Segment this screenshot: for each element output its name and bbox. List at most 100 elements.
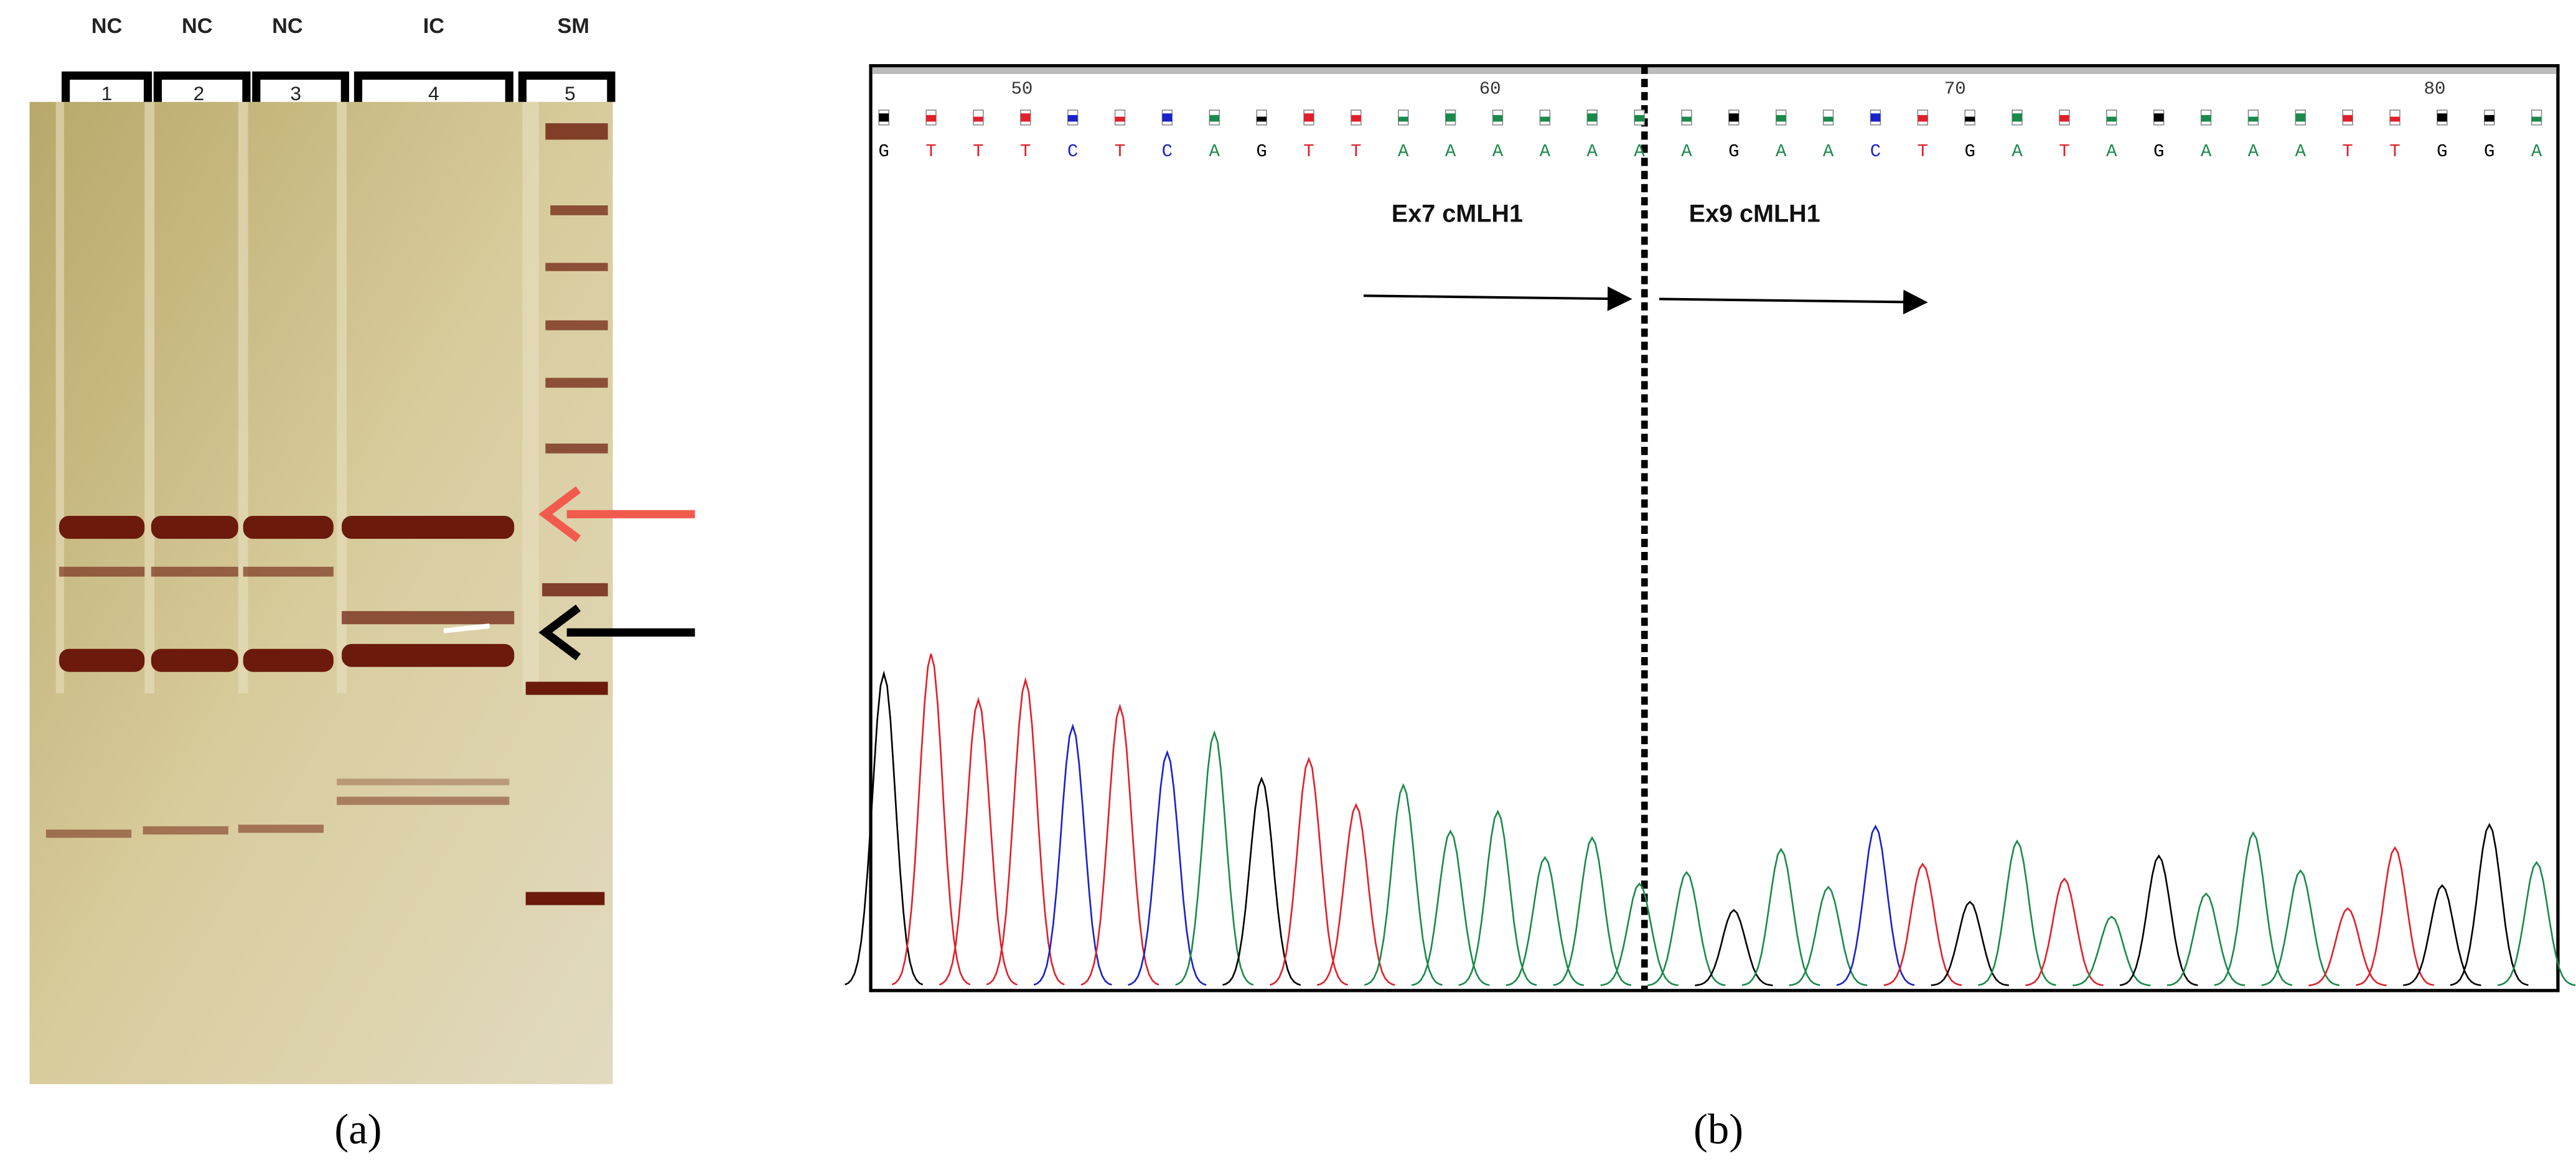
arrow — [1363, 286, 1632, 311]
bands — [45, 123, 608, 905]
base-letter: C — [1162, 141, 1173, 162]
trace-peak — [2214, 831, 2293, 986]
lane-group-label: IC — [423, 14, 444, 38]
quality-bar — [2153, 113, 2164, 122]
trace-peak — [1411, 829, 1490, 986]
trace-peak — [2450, 823, 2529, 986]
quality-bar — [1682, 116, 1692, 122]
lane-group-label: NC — [91, 14, 123, 38]
position-label: 70 — [1944, 79, 1966, 100]
quality-bar — [2248, 116, 2259, 122]
trace-peak — [1836, 825, 1915, 986]
base-letter: A — [1398, 141, 1409, 162]
quality-bar — [1020, 113, 1031, 122]
trace-peak — [1458, 809, 1537, 986]
base-letter: A — [1681, 141, 1692, 162]
base-letter: T — [973, 141, 983, 162]
quality-bar — [1115, 116, 1125, 122]
base-letter: T — [1303, 141, 1314, 162]
base-letter: T — [1020, 141, 1031, 162]
base-letter: A — [2106, 141, 2117, 162]
trace-peak — [1978, 839, 2056, 986]
trace-peak — [1080, 703, 1159, 986]
trace-peak — [1789, 885, 1868, 986]
base-letter: T — [2342, 141, 2353, 162]
trace-peak — [1222, 776, 1301, 986]
base-letter: A — [1823, 141, 1834, 162]
trace-peak — [1364, 783, 1443, 986]
quality-bar — [1067, 114, 1078, 122]
chromatogram-frame — [869, 64, 2560, 993]
quality-bar — [1918, 114, 1928, 122]
quality-bar — [1257, 116, 1267, 122]
lane-number: 5 — [564, 82, 576, 105]
lane-group-label: NC — [272, 14, 303, 38]
trace-peak — [1741, 848, 1820, 986]
quality-bar — [1587, 113, 1598, 122]
quality-bar — [1445, 113, 1456, 122]
lane-group-label: NC — [182, 14, 213, 38]
trace-peak — [845, 670, 924, 986]
base-letter: G — [1964, 141, 1975, 162]
quality-bar — [2343, 114, 2353, 122]
trace-peak — [939, 696, 1018, 986]
trace-peak — [2356, 846, 2434, 986]
trace-peak — [1316, 803, 1395, 986]
trace-peak — [1600, 882, 1679, 986]
quality-bar — [1965, 116, 1975, 122]
base-letter: T — [2059, 141, 2069, 162]
trace-peak — [891, 653, 971, 986]
position-label: 60 — [1479, 79, 1501, 100]
trace-peak — [2403, 884, 2481, 986]
quality-bar — [2437, 113, 2447, 122]
lane-number: 3 — [290, 82, 301, 105]
base-letter: A — [1540, 141, 1551, 162]
position-label: 50 — [1011, 79, 1033, 100]
quality-bar — [2295, 113, 2306, 122]
trace-peak — [1695, 909, 1773, 986]
trace-peak — [1033, 723, 1112, 986]
quality-bar — [1540, 116, 1550, 122]
quality-bar — [2201, 114, 2211, 122]
base-letter: C — [1067, 141, 1078, 162]
quality-bar — [2012, 113, 2022, 122]
base-letter: T — [1351, 141, 1361, 162]
base-letter: A — [2248, 141, 2259, 162]
base-letter: G — [878, 141, 889, 162]
quality-bar — [1351, 114, 1361, 122]
trace-peak — [1175, 730, 1254, 986]
base-letter: A — [2295, 141, 2307, 162]
quality-bar — [1398, 116, 1408, 122]
trace-peak — [1128, 750, 1207, 986]
trace-peak — [1553, 836, 1632, 986]
base-letter: A — [1492, 141, 1504, 162]
lane-brackets — [61, 71, 616, 102]
base-letter: T — [1115, 141, 1125, 162]
base-letter: T — [2389, 141, 2400, 162]
trace-peak — [1883, 862, 1962, 986]
lane-number: 2 — [194, 82, 205, 105]
quality-bar — [1162, 113, 1173, 122]
quality-bar — [1823, 116, 1834, 122]
trace-peaks — [845, 653, 2576, 986]
arrow — [1659, 289, 1928, 315]
base-letter: A — [2012, 141, 2023, 162]
lane-number: 4 — [428, 82, 439, 105]
base-letter: T — [1918, 141, 1928, 162]
quality-bar — [926, 114, 936, 122]
trace-peak — [2261, 869, 2340, 986]
quality-bar — [2484, 114, 2494, 122]
base-letter: G — [2484, 141, 2494, 162]
gel — [29, 101, 613, 1085]
base-letter: T — [925, 141, 936, 162]
trace-peak — [1647, 871, 1726, 986]
quality-bar — [879, 113, 889, 122]
trace-peak — [1270, 756, 1349, 986]
base-letter: A — [1445, 141, 1456, 162]
caption: (a) — [334, 1105, 382, 1152]
trace-peak — [2166, 892, 2246, 986]
quality-bar — [1209, 114, 1220, 122]
quality-bar — [2106, 116, 2117, 122]
base-letter: A — [1209, 141, 1220, 162]
